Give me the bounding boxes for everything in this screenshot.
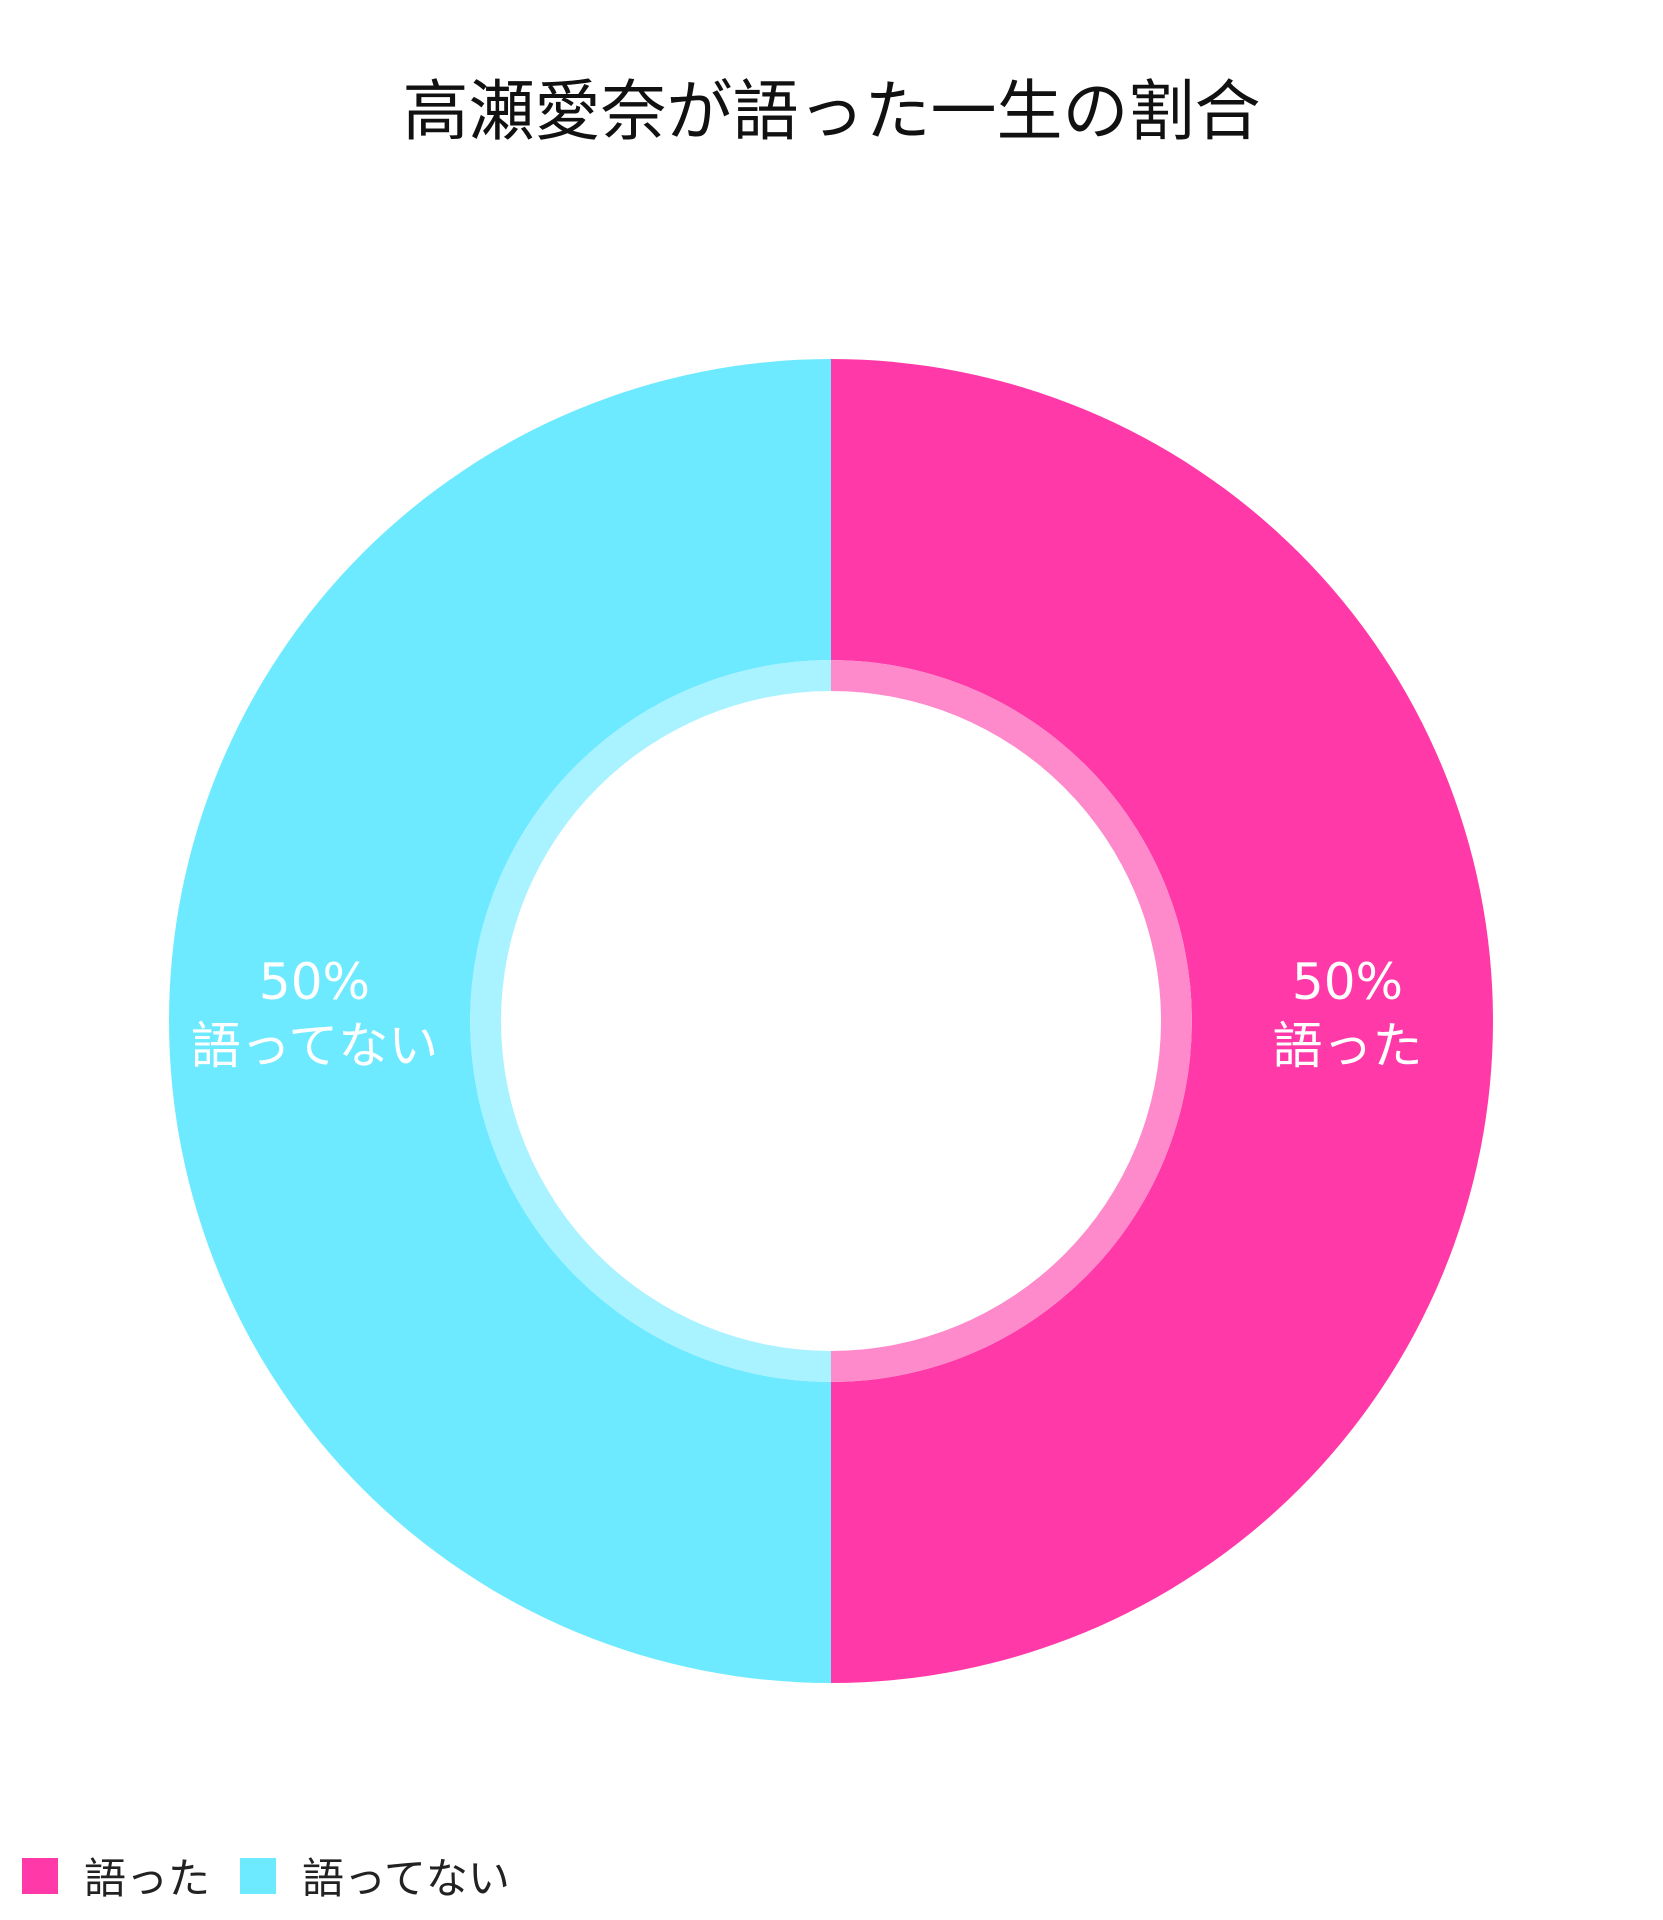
slice-1[interactable] [169,359,831,1683]
legend-label: 語ってない [302,1854,510,1903]
legend-label: 語った [84,1854,211,1903]
legend: 語った 語ってない [22,1845,540,1906]
slice-label: 語った [1273,1017,1423,1075]
slice-0[interactable] [831,359,1493,1683]
legend-swatch [240,1857,277,1894]
legend-item-katattenai[interactable]: 語ってない [240,1845,510,1906]
chart-title: 高瀬愛奈が語った一生の割合 [402,73,1261,150]
slice-label: 語ってない [191,1017,439,1075]
legend-item-katatta[interactable]: 語った [22,1845,210,1906]
legend-swatch [22,1857,58,1894]
slice-value-label: 50% [1292,953,1403,1011]
slice-value-label: 50% [259,953,370,1011]
